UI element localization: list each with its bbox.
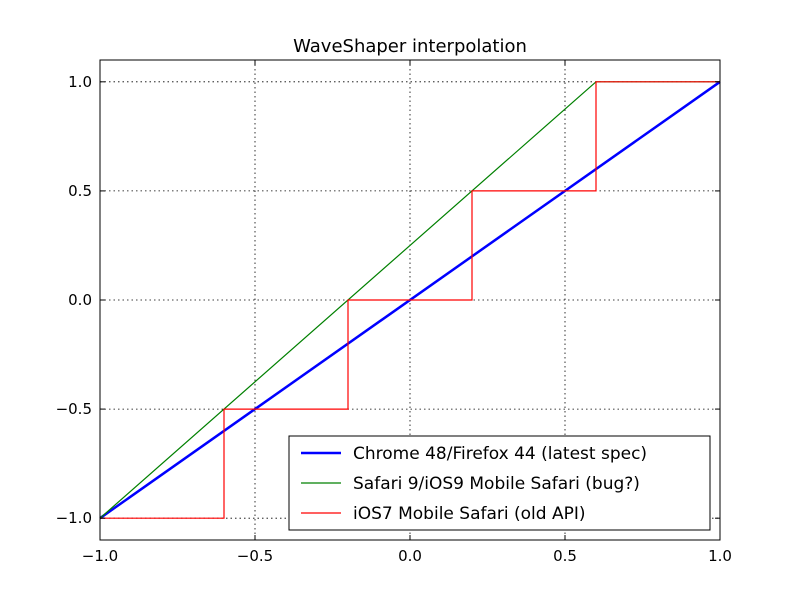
y-tick-label: 0.0 [68, 291, 92, 309]
legend: Chrome 48/Firefox 44 (latest spec) Safari… [288, 435, 711, 531]
x-tick-label: 0.0 [398, 547, 422, 565]
legend-label: iOS7 Mobile Safari (old API) [353, 504, 586, 524]
chart-title: WaveShaper interpolation [293, 36, 527, 57]
axis-ticks: −1.0 −0.5 0.0 0.5 1.0 −1.0 −0.5 0.0 0.5 1.0 [56, 60, 732, 565]
legend-label: Chrome 48/Firefox 44 (latest spec) [353, 444, 647, 464]
y-tick-label: −1.0 [56, 509, 92, 527]
y-tick-label: 0.5 [68, 182, 92, 200]
x-tick-label: −0.5 [237, 547, 273, 565]
series-line-3 [100, 81, 720, 519]
plot-series [99, 80, 721, 520]
x-tick-label: 1.0 [708, 547, 732, 565]
x-tick-label: 0.5 [553, 547, 577, 565]
legend-box [288, 435, 711, 531]
legend-label: Safari 9/iOS9 Mobile Safari (bug?) [353, 474, 640, 494]
y-tick-label: 1.0 [68, 73, 92, 91]
y-tick-label: −0.5 [56, 400, 92, 418]
x-tick-label: −1.0 [82, 547, 118, 565]
